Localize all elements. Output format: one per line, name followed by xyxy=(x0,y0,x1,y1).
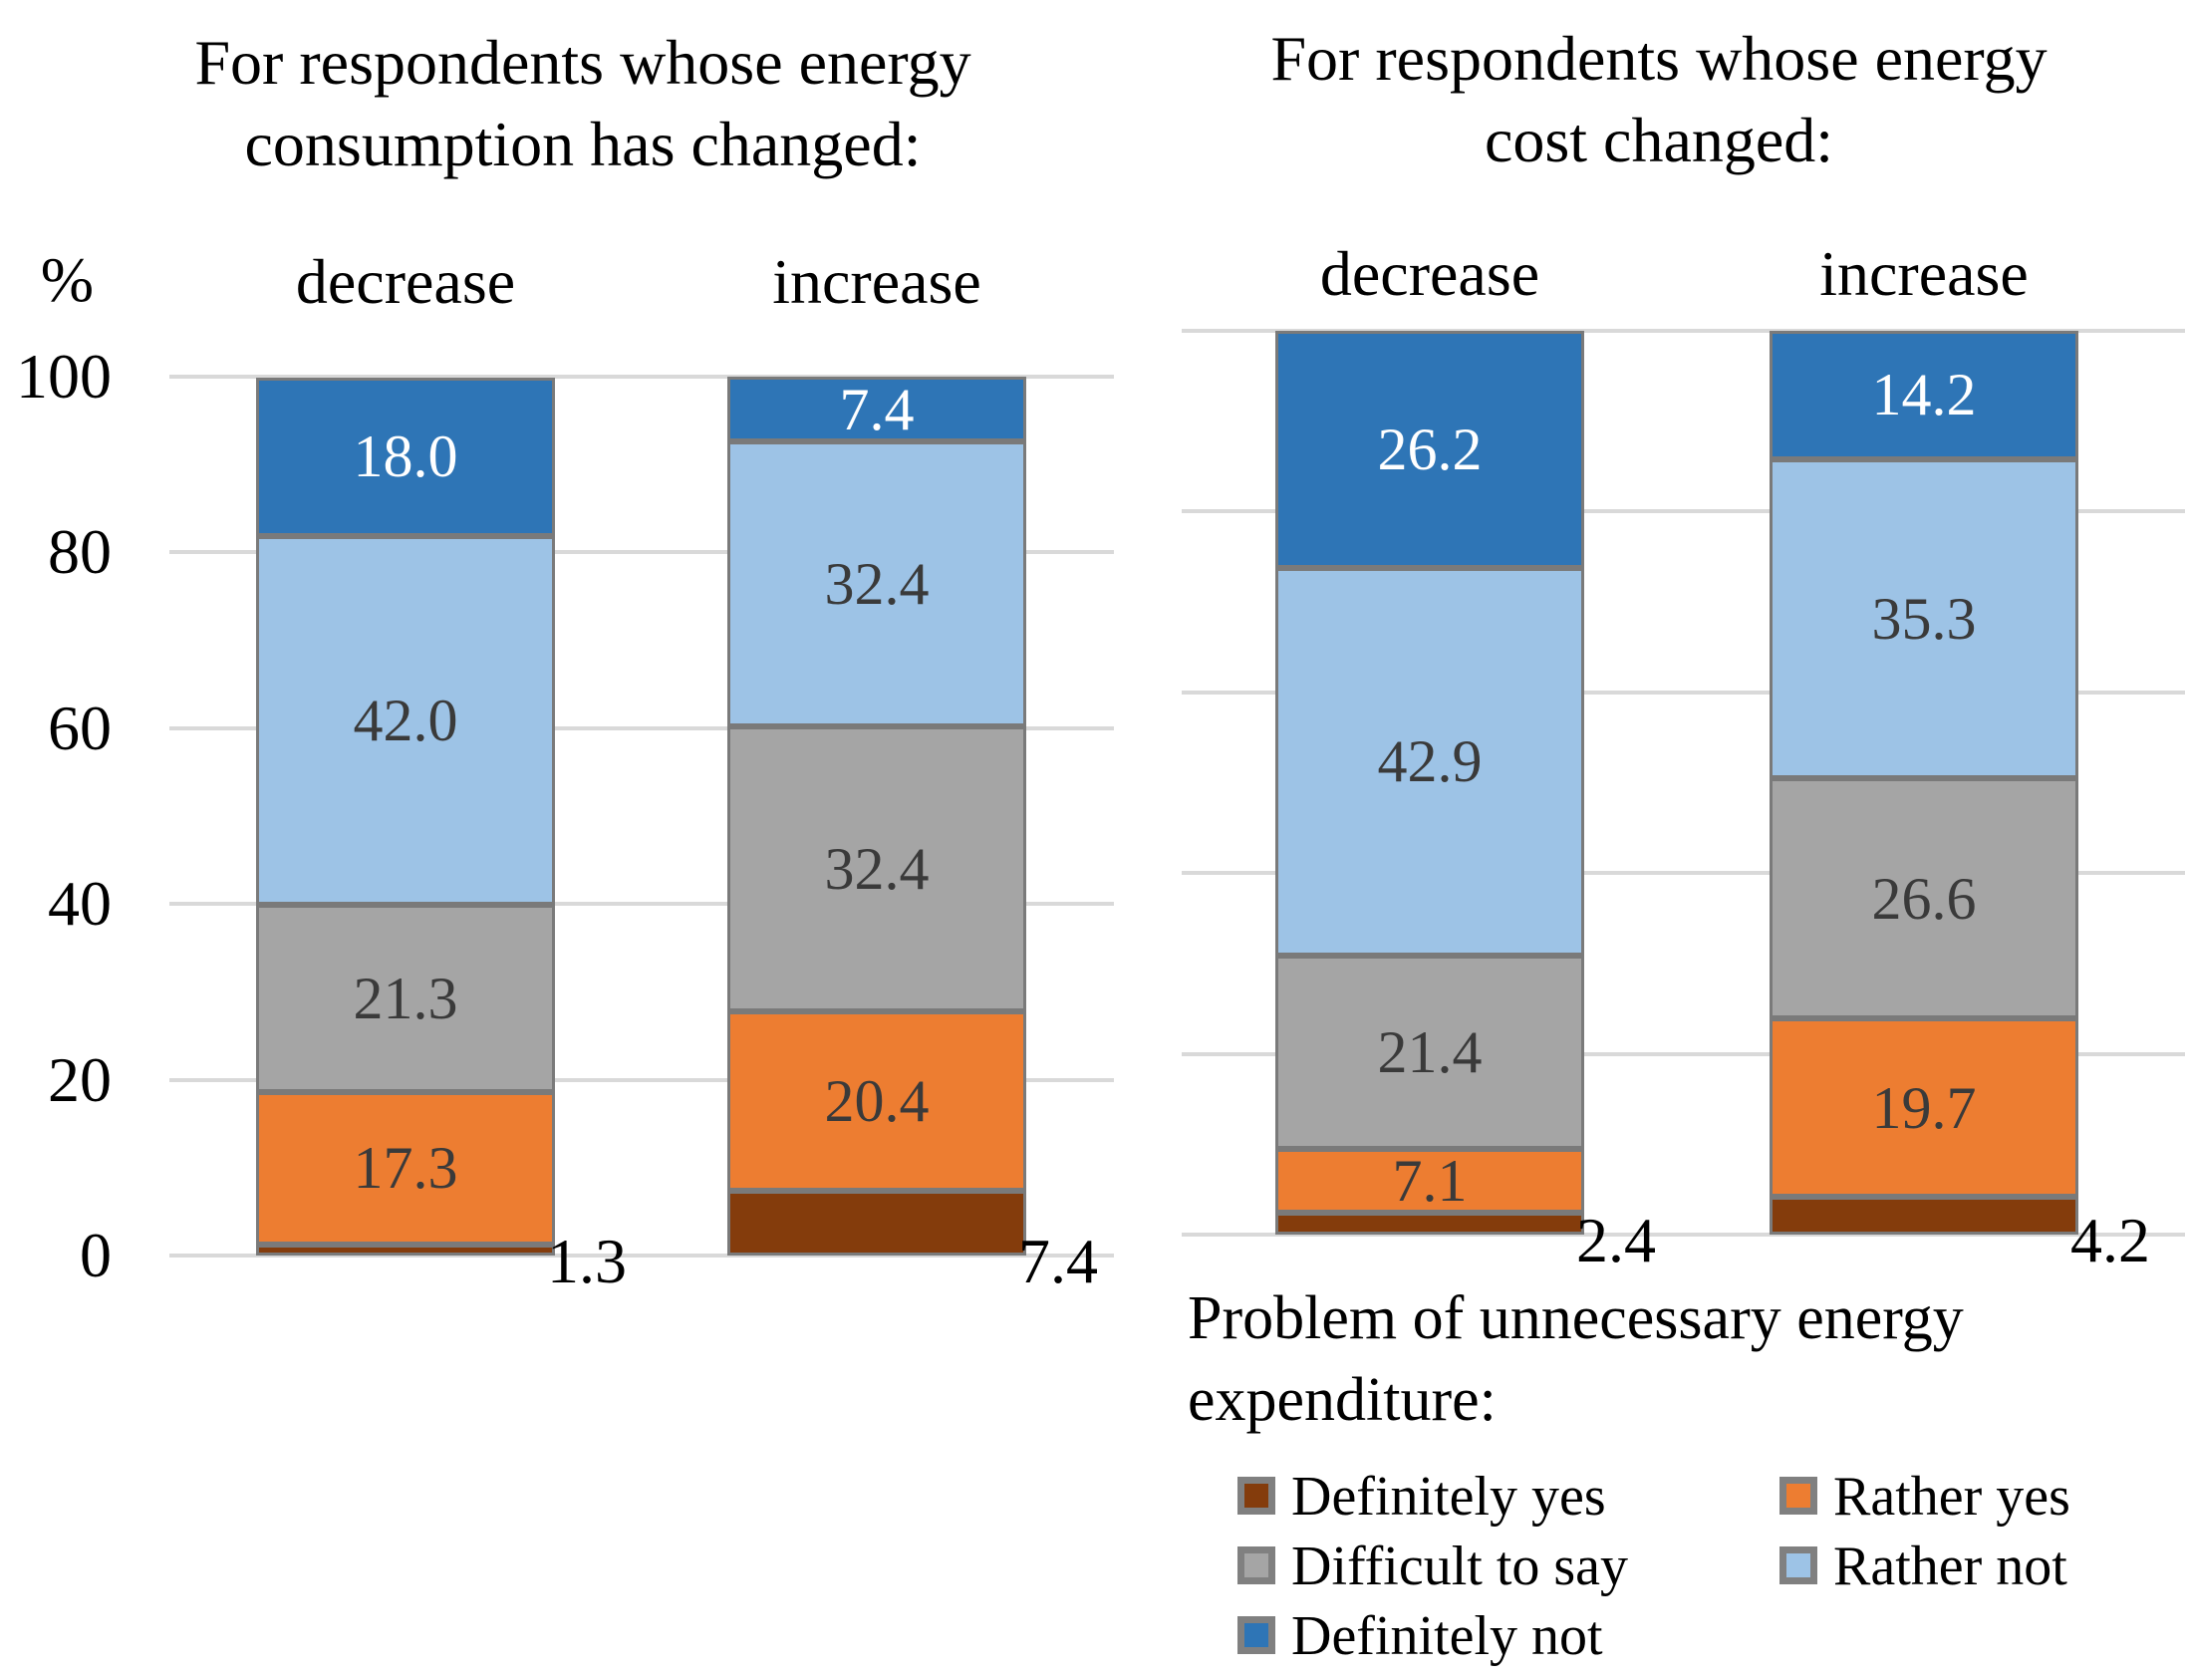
chart-title-line: consumption has changed: xyxy=(244,109,922,179)
category-label-decrease: decrease xyxy=(295,246,516,317)
segment-difficult-to-say-decrease xyxy=(256,905,555,1092)
segment-rather-yes-decrease xyxy=(1275,1148,1584,1214)
legend-swatch-difficult-to-say xyxy=(1237,1546,1275,1584)
segment-value-label: 7.4 xyxy=(839,376,915,442)
segment-difficult-to-say-increase xyxy=(1770,777,2078,1019)
chart-title-line: cost changed: xyxy=(1484,105,1834,175)
gridline xyxy=(1182,690,2185,695)
segment-difficult-to-say-increase xyxy=(727,726,1026,1011)
category-label-increase: increase xyxy=(772,246,981,317)
legend-swatch-rather-yes xyxy=(1779,1477,1817,1515)
segment-value-label: 35.3 xyxy=(1871,585,1977,652)
segment-value-label: 42.9 xyxy=(1377,728,1483,795)
segment-value-label: 18.0 xyxy=(353,423,458,490)
segment-value-label: 20.4 xyxy=(824,1067,930,1134)
y-tick-label: 60 xyxy=(48,692,112,763)
segment-difficult-to-say-decrease xyxy=(1275,955,1584,1149)
gridline xyxy=(169,1077,1114,1082)
segment-value-label: 7.1 xyxy=(1392,1148,1468,1215)
segment-definitely-yes-increase xyxy=(727,1190,1026,1256)
segment-value-label: 17.3 xyxy=(353,1135,458,1202)
segment-definitely-yes-decrease xyxy=(1275,1213,1584,1235)
y-tick-label: 40 xyxy=(48,868,112,940)
segment-definitely-not-decrease xyxy=(1275,331,1584,568)
chart-title: For respondents whose energy consumption… xyxy=(120,22,1046,185)
segment-definitely-yes-increase xyxy=(1770,1196,2078,1235)
segment-rather-not-increase xyxy=(727,441,1026,727)
segment-definitely-yes-decrease xyxy=(256,1244,555,1256)
gridline xyxy=(1182,1051,2185,1056)
gridline xyxy=(169,1254,1114,1258)
segment-definitely-not-increase xyxy=(727,377,1026,442)
y-tick-label: 100 xyxy=(16,341,112,412)
gridline xyxy=(1182,871,2185,876)
segment-rather-yes-increase xyxy=(1770,1018,2078,1197)
category-label-increase: increase xyxy=(1819,238,2029,309)
legend-title: Problem of unnecessary energy expenditur… xyxy=(1188,1277,2144,1441)
legend-title-line: expenditure: xyxy=(1188,1366,1497,1434)
legend-item-label: Definitely yes xyxy=(1291,1466,1606,1528)
segment-value-label-outside: 4.2 xyxy=(2070,1205,2150,1275)
legend-item-label: Rather not xyxy=(1833,1536,2067,1597)
segment-definitely-not-decrease xyxy=(256,377,555,536)
segment-value-label-outside: 2.4 xyxy=(1576,1205,1656,1275)
segment-rather-yes-increase xyxy=(727,1010,1026,1191)
segment-rather-not-decrease xyxy=(1275,567,1584,956)
segment-value-label: 21.3 xyxy=(353,966,458,1031)
chart-title-line: For respondents whose energy xyxy=(194,27,971,98)
segment-definitely-not-increase xyxy=(1770,331,2078,459)
segment-value-label: 26.6 xyxy=(1871,865,1977,932)
legend-item-label: Difficult to say xyxy=(1291,1536,1629,1597)
segment-value-label: 42.0 xyxy=(353,687,458,753)
legend-swatch-definitely-not xyxy=(1237,1616,1275,1654)
chart-title: For respondents whose energy cost change… xyxy=(1211,18,2107,181)
gridline xyxy=(169,550,1114,555)
gridline xyxy=(1182,329,2185,333)
gridline xyxy=(169,902,1114,907)
gridline xyxy=(169,375,1114,379)
segment-value-label: 19.7 xyxy=(1871,1074,1977,1141)
legend-title-line: Problem of unnecessary energy xyxy=(1188,1284,1964,1352)
segment-value-label: 32.4 xyxy=(824,551,930,618)
legend-item-label: Definitely not xyxy=(1291,1605,1603,1667)
legend-swatch-definitely-yes xyxy=(1237,1477,1275,1515)
chart-title-line: For respondents whose energy xyxy=(1270,23,2048,94)
segment-value-label-outside: 7.4 xyxy=(1018,1226,1098,1296)
category-label-decrease: decrease xyxy=(1319,238,1540,309)
gridline xyxy=(169,725,1114,730)
segment-rather-not-decrease xyxy=(256,535,555,906)
gridline xyxy=(1182,509,2185,514)
y-tick-label: 20 xyxy=(48,1043,112,1115)
segment-value-label: 14.2 xyxy=(1871,362,1977,428)
segment-value-label: 21.4 xyxy=(1377,1018,1483,1085)
segment-value-label: 32.4 xyxy=(824,835,930,902)
y-axis-unit-label: % xyxy=(40,244,94,315)
y-tick-label: 80 xyxy=(48,516,112,588)
gridline xyxy=(1182,1233,2185,1237)
legend-item-label: Rather yes xyxy=(1833,1466,2070,1528)
segment-value-label: 26.2 xyxy=(1377,416,1483,482)
legend-swatch-rather-not xyxy=(1779,1546,1817,1584)
y-tick-label: 0 xyxy=(80,1220,112,1290)
segment-rather-not-increase xyxy=(1770,458,2078,778)
segment-value-label-outside: 1.3 xyxy=(547,1226,627,1296)
segment-rather-yes-decrease xyxy=(256,1091,555,1245)
